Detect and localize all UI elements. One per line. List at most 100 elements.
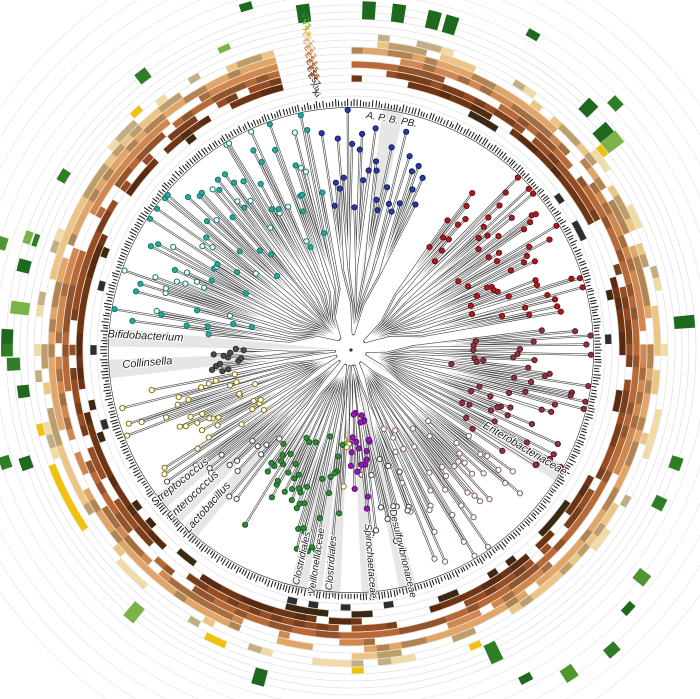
guide-circle <box>26 25 676 675</box>
leaf-node <box>250 397 257 405</box>
outer-green-mark <box>525 28 541 42</box>
leaf-node <box>185 396 192 403</box>
leaf-node <box>530 190 537 197</box>
leaf-node <box>484 232 491 239</box>
leaf-node <box>153 205 161 212</box>
leaf-node <box>173 278 180 285</box>
leaf-node <box>209 244 216 251</box>
leaf-node <box>254 443 261 450</box>
leaf-node <box>463 414 470 421</box>
leaf-node <box>572 328 579 335</box>
ring-V3-cell <box>673 314 696 329</box>
leaf-node <box>299 208 307 215</box>
leaf-node <box>349 434 356 441</box>
leaf-node <box>279 451 286 458</box>
outer-green-mark <box>603 641 621 659</box>
leaf-node <box>372 527 380 534</box>
ring-V3-cell <box>592 121 614 143</box>
leaf-node <box>531 258 539 265</box>
leaf-node <box>316 515 323 522</box>
leaf-node <box>340 174 347 181</box>
leaf-node <box>171 266 178 274</box>
leaf-node <box>331 202 338 209</box>
leaf-node <box>467 302 474 309</box>
leaf-node <box>480 223 487 230</box>
leaf-node <box>363 456 370 463</box>
leaf-node <box>567 392 574 399</box>
leaf-node <box>335 453 342 460</box>
leaf-node <box>507 267 514 274</box>
guide-circle <box>54 53 648 647</box>
leaf-node <box>554 440 561 448</box>
ring-V2-cell <box>6 357 21 371</box>
leaf-node <box>241 204 248 211</box>
leaf-node <box>161 471 168 478</box>
leaf-node <box>390 434 397 441</box>
leaf-node <box>216 360 224 367</box>
ring-V1-cell <box>668 455 684 472</box>
ring-V3-cell <box>600 130 625 154</box>
leaf-node <box>194 445 201 452</box>
leaf-node <box>234 198 241 205</box>
leaf-node <box>365 167 372 174</box>
leaf-node <box>267 224 274 231</box>
leaf-node <box>227 349 234 356</box>
leaf-node <box>208 366 216 373</box>
leaf-node <box>525 185 532 192</box>
leaf-node <box>227 382 234 389</box>
leaf-node <box>438 247 445 254</box>
leaf-node <box>531 357 538 364</box>
leaf-node <box>198 384 205 391</box>
leaf-node <box>554 303 561 310</box>
leaf-node <box>461 459 468 466</box>
leaf-node <box>471 552 478 559</box>
leaf-node <box>384 184 391 191</box>
leaf-node <box>202 459 209 466</box>
leaf-node <box>551 296 559 303</box>
leaf-node <box>431 258 438 265</box>
leaf-node <box>296 485 303 492</box>
leaf-node <box>285 203 292 210</box>
leaf-node <box>206 415 213 422</box>
leaf-node <box>264 468 271 475</box>
leaf-node <box>358 412 365 419</box>
leaf-node <box>550 451 557 458</box>
leaf-node <box>411 443 418 450</box>
leaf-node <box>388 144 395 151</box>
outer-green-mark <box>620 600 636 617</box>
leaf-node <box>256 247 263 254</box>
leaf-node <box>580 405 587 412</box>
leaf-node <box>459 399 466 407</box>
leaf-node <box>292 162 299 169</box>
tall-green-bar <box>295 3 312 24</box>
leaf-node <box>458 502 465 509</box>
leaf-node <box>119 404 126 412</box>
leaf-node <box>288 497 295 504</box>
leaf-node <box>442 558 449 565</box>
outer-green-mark <box>607 95 624 112</box>
leaf-node <box>514 174 522 181</box>
leaf-node <box>275 206 282 213</box>
leaf-node <box>385 200 392 207</box>
leaf-node <box>226 461 233 469</box>
leaf-node <box>505 293 512 300</box>
ring-label-Xi: Xi <box>310 88 322 100</box>
leaf-node <box>292 460 299 468</box>
leaf-node <box>214 176 221 183</box>
leaf-node <box>240 347 247 354</box>
leaf-node <box>373 196 380 203</box>
leaf-node <box>582 398 589 405</box>
leaf-node <box>187 413 194 420</box>
leaf-node <box>357 419 364 426</box>
highlight-wedges <box>105 106 568 596</box>
leaf-node <box>528 378 535 386</box>
leaf-node <box>193 278 201 285</box>
leaf-node <box>426 244 433 251</box>
leaf-node <box>454 221 462 228</box>
leaf-node <box>132 288 140 295</box>
leaf-node <box>546 370 553 377</box>
leaf-node <box>553 222 560 229</box>
leaf-node <box>221 171 229 178</box>
leaf-node <box>242 521 249 528</box>
guide-circle <box>40 39 662 661</box>
